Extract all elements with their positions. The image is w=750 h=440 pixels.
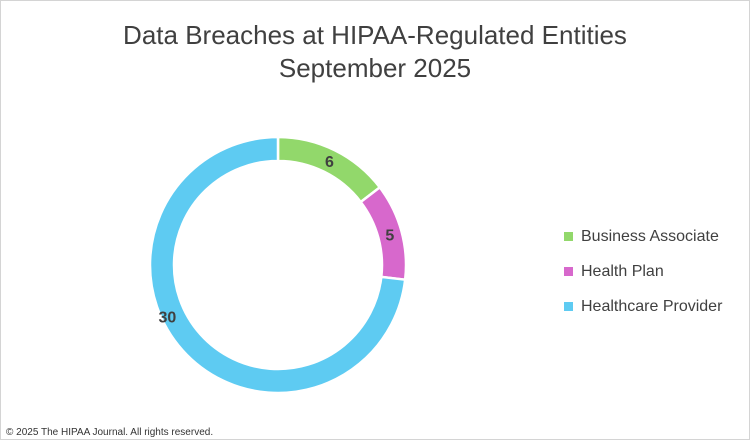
chart-title: Data Breaches at HIPAA-Regulated Entitie… — [1, 19, 749, 85]
chart-legend: Business Associate Health Plan Healthcar… — [564, 219, 722, 324]
chart-title-line2: September 2025 — [278, 53, 472, 83]
legend-item-business-associate[interactable]: Business Associate — [564, 219, 722, 254]
data-label: 30 — [159, 310, 177, 327]
legend-label: Healthcare Provider — [581, 297, 723, 315]
legend-label: Business Associate — [581, 227, 719, 245]
chart-title-line1: Data Breaches at HIPAA-Regulated Entitie… — [123, 20, 627, 50]
data-label: 5 — [385, 227, 394, 244]
copyright-footer: © 2025 The HIPAA Journal. All rights res… — [6, 427, 214, 438]
legend-label: Health Plan — [581, 262, 664, 280]
legend-swatch — [564, 232, 573, 241]
donut-slice-health-plan[interactable] — [358, 185, 408, 282]
legend-swatch — [564, 302, 573, 311]
data-label: 6 — [325, 154, 334, 171]
legend-item-health-plan[interactable]: Health Plan — [564, 254, 722, 289]
donut-slice-healthcare-provider[interactable] — [148, 135, 407, 395]
legend-swatch — [564, 267, 573, 276]
legend-item-healthcare-provider[interactable]: Healthcare Provider — [564, 289, 722, 324]
